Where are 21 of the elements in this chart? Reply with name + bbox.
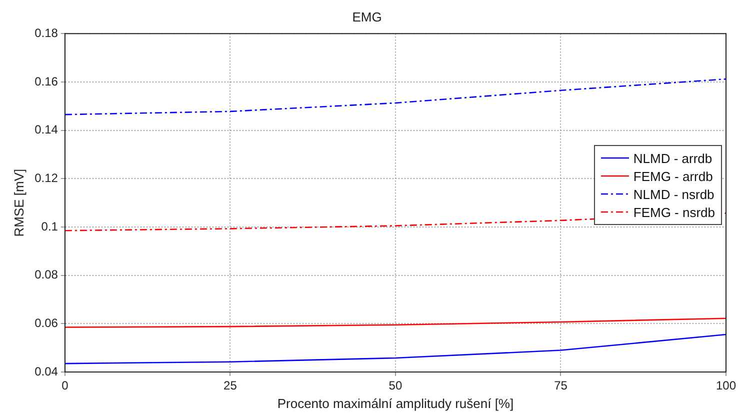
- y-tick-label: 0.18: [34, 26, 58, 40]
- legend-label: FEMG - arrdb: [633, 168, 713, 184]
- y-axis-title: RMSE [mV]: [11, 168, 26, 237]
- y-tick-label: 0.04: [34, 364, 58, 378]
- chart-title: EMG: [352, 9, 382, 24]
- y-tick-label: 0.12: [34, 170, 58, 185]
- x-tick-label: 25: [224, 378, 238, 393]
- legend-label: NLMD - nsrdb: [633, 186, 714, 202]
- x-tick-label: 50: [388, 378, 402, 393]
- line-series: [64, 78, 726, 116]
- y-tick-label: 0.08: [34, 268, 58, 282]
- legend-label: NLMD - arrdb: [633, 150, 712, 166]
- x-tick-label: 0: [62, 378, 69, 393]
- y-tick-label: 0.1: [41, 219, 58, 234]
- legend-label: FEMG - nsrdb: [633, 204, 715, 220]
- x-tick-label: 100: [716, 378, 736, 393]
- y-tick-label: 0.16: [34, 74, 58, 88]
- y-tick-label: 0.06: [34, 316, 58, 330]
- x-axis-title: Procento maximální amplitudy rušení [%]: [277, 396, 514, 411]
- y-tick-label: 0.14: [34, 122, 58, 137]
- x-tick-label: 75: [554, 378, 568, 393]
